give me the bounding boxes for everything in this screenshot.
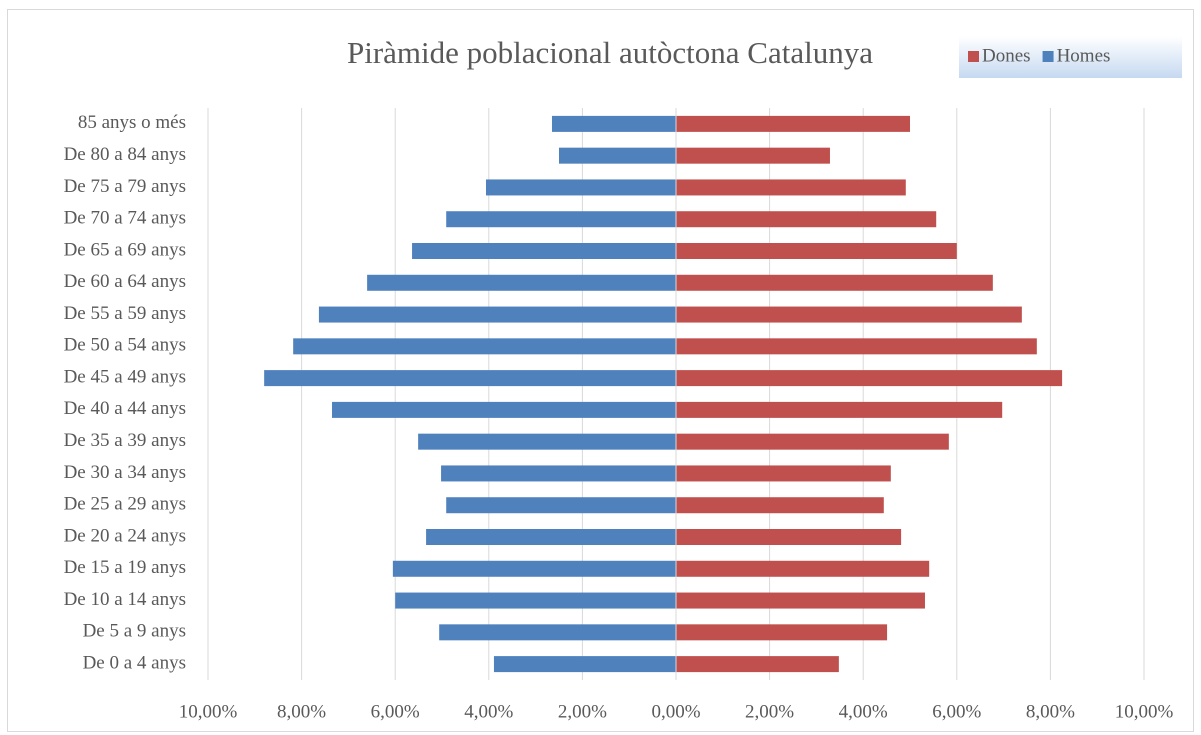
y-tick-label: De 45 a 49 anys xyxy=(64,366,186,387)
bar xyxy=(559,147,676,164)
y-tick-label: De 0 a 4 anys xyxy=(83,652,186,673)
x-tick-label: 8,00% xyxy=(277,701,326,722)
bar xyxy=(676,306,1022,323)
legend-label: Dones xyxy=(982,45,1031,66)
bar xyxy=(293,338,676,355)
y-tick-label: De 55 a 59 anys xyxy=(64,303,186,324)
bar xyxy=(676,624,888,641)
bar xyxy=(412,243,676,259)
y-tick-label: De 20 a 24 anys xyxy=(64,525,186,546)
y-tick-label: De 40 a 44 anys xyxy=(64,398,186,419)
bar xyxy=(318,306,676,323)
x-tick-label: 10,00% xyxy=(179,701,238,722)
x-tick-label: 8,00% xyxy=(1026,701,1075,722)
bar xyxy=(676,274,993,291)
y-tick-label: De 70 a 74 anys xyxy=(64,208,186,229)
y-tick-label: De 35 a 39 anys xyxy=(64,430,186,451)
bar xyxy=(676,179,906,196)
bar xyxy=(446,211,676,228)
bar xyxy=(676,497,884,514)
bar xyxy=(426,529,676,545)
bar xyxy=(676,656,839,673)
bar xyxy=(264,370,676,387)
legend-box xyxy=(959,36,1182,78)
x-tick-label: 2,00% xyxy=(745,701,794,722)
x-tick-label: 4,00% xyxy=(839,701,888,722)
y-tick-label: De 65 a 69 anys xyxy=(64,239,186,260)
y-tick-label: De 75 a 79 anys xyxy=(64,176,186,197)
y-tick-label: De 25 a 29 anys xyxy=(64,494,186,515)
x-tick-label: 0,00% xyxy=(651,701,700,722)
bar xyxy=(392,560,676,577)
bar xyxy=(676,211,937,228)
y-tick-label: 85 anys o més xyxy=(78,112,186,133)
legend-label: Homes xyxy=(1057,45,1111,66)
y-tick-label: De 50 a 54 anys xyxy=(64,335,186,356)
x-tick-label: 6,00% xyxy=(371,701,420,722)
bar xyxy=(676,147,830,164)
bar xyxy=(676,433,949,450)
bar xyxy=(367,274,676,291)
bar xyxy=(418,433,676,450)
bar xyxy=(676,529,902,545)
bar xyxy=(332,401,676,418)
y-tick-label: De 10 a 14 anys xyxy=(64,589,186,610)
bar xyxy=(551,115,676,132)
y-tick-label: De 5 a 9 anys xyxy=(83,621,186,642)
bar xyxy=(676,465,891,482)
bar xyxy=(446,497,676,514)
bar xyxy=(493,656,676,673)
x-tick-label: 4,00% xyxy=(464,701,513,722)
legend-swatch xyxy=(968,51,979,62)
y-tick-label: De 15 a 19 anys xyxy=(64,557,186,578)
bar xyxy=(676,370,1063,387)
y-tick-label: De 60 a 64 anys xyxy=(64,271,186,292)
legend-swatch xyxy=(1042,51,1054,62)
bar xyxy=(676,338,1037,355)
x-tick-label: 10,00% xyxy=(1115,701,1174,722)
bar xyxy=(676,401,1003,418)
bar xyxy=(395,592,676,609)
bar xyxy=(676,592,925,609)
x-tick-label: 2,00% xyxy=(558,701,607,722)
bar xyxy=(676,115,910,132)
x-tick-label: 6,00% xyxy=(932,701,981,722)
bar xyxy=(439,624,676,641)
bar xyxy=(676,560,930,577)
bar xyxy=(676,243,957,259)
bar xyxy=(485,179,676,196)
y-tick-label: De 30 a 34 anys xyxy=(64,462,186,483)
y-tick-label: De 80 a 84 anys xyxy=(64,144,186,165)
bar xyxy=(441,465,676,482)
chart-title: Piràmide poblacional autòctona Catalunya xyxy=(347,35,873,70)
